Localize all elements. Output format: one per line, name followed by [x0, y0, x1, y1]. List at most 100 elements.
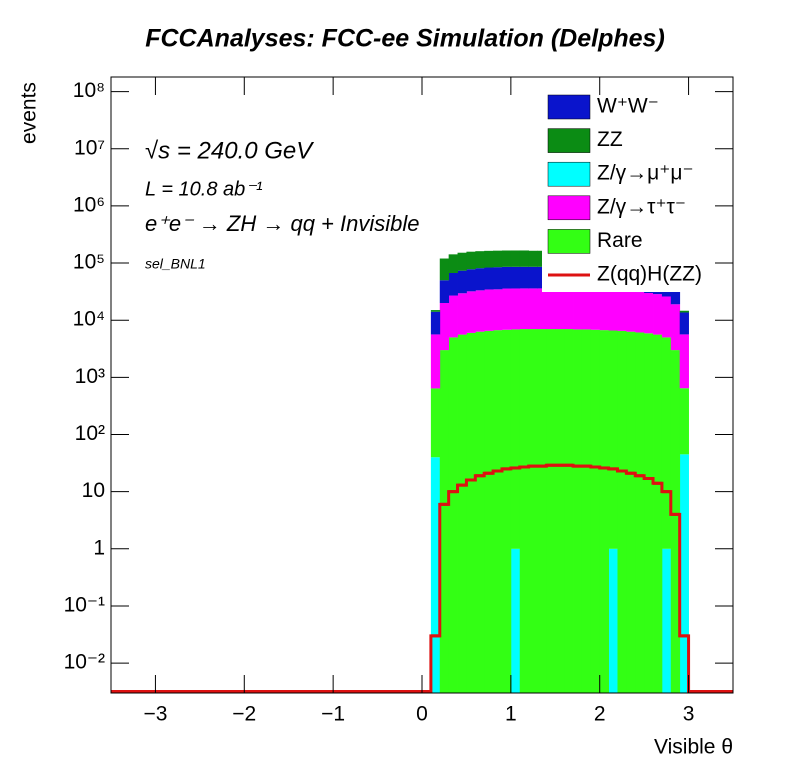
- bar: [448, 295, 458, 338]
- bar: [608, 330, 618, 549]
- legend-swatch: [547, 161, 591, 187]
- bar: [528, 288, 538, 330]
- x-tick-label: −1: [321, 703, 345, 726]
- bar: [537, 329, 547, 693]
- bar: [484, 267, 494, 290]
- bar: [448, 337, 458, 693]
- bar: [564, 288, 574, 330]
- bar: [653, 294, 663, 335]
- legend-label: Z(qq)H(ZZ): [597, 263, 702, 286]
- bar: [510, 329, 521, 549]
- bar: [475, 251, 485, 269]
- chart-title: FCCAnalyses: FCC-ee Simulation (Delphes): [145, 25, 665, 53]
- bar: [519, 250, 530, 267]
- bar: [493, 289, 503, 331]
- bar: [564, 329, 574, 693]
- legend-label: W⁺W⁻: [597, 95, 659, 118]
- bar: [439, 302, 450, 351]
- bar: [457, 270, 467, 294]
- bar: [501, 266, 512, 289]
- x-tick-label: −2: [232, 703, 256, 726]
- x-tick-label: 0: [416, 703, 428, 726]
- bar: [466, 291, 476, 333]
- bar: [617, 290, 627, 331]
- bar: [670, 304, 681, 351]
- legend-swatch: [547, 128, 591, 153]
- bar: [599, 289, 609, 331]
- y-tick-label: 10⁶: [73, 193, 105, 216]
- bar: [430, 310, 441, 312]
- bar: [661, 296, 672, 338]
- bar: [475, 331, 485, 693]
- y-tick-label: 10: [82, 479, 105, 502]
- bar: [501, 329, 512, 693]
- y-tick-label: 10⁵: [73, 251, 105, 274]
- bar: [635, 332, 645, 693]
- bar: [466, 251, 476, 270]
- annotation: √s = 240.0 GeV: [145, 137, 314, 164]
- bar: [466, 332, 476, 693]
- x-axis-label: Visible θ: [654, 736, 733, 759]
- bar: [679, 388, 689, 455]
- x-tick-label: 2: [594, 703, 606, 726]
- y-tick-label: 10⁴: [73, 308, 105, 331]
- bar: [493, 250, 503, 268]
- legend-swatch: [547, 94, 591, 120]
- bar: [679, 454, 689, 693]
- bar: [661, 337, 672, 549]
- y-tick-label: 10²: [75, 422, 105, 445]
- bar: [644, 293, 654, 334]
- y-tick-label: 10⁻¹: [64, 594, 105, 617]
- bar: [430, 457, 441, 693]
- bar: [546, 329, 556, 693]
- bar: [679, 334, 689, 389]
- bar: [626, 291, 636, 332]
- bar: [528, 329, 538, 693]
- bar: [581, 289, 592, 330]
- bar: [439, 350, 450, 693]
- bar: [484, 330, 494, 693]
- bar: [599, 330, 609, 693]
- bar: [644, 333, 654, 693]
- bar: [653, 334, 663, 693]
- bar: [510, 548, 521, 693]
- bar: [430, 388, 441, 458]
- bar: [448, 254, 458, 273]
- y-tick-label: 10³: [75, 365, 105, 388]
- bar: [484, 289, 494, 331]
- bar: [573, 288, 583, 330]
- bar: [466, 269, 476, 292]
- bar: [430, 311, 441, 335]
- bar: [537, 288, 547, 330]
- bar: [475, 268, 485, 291]
- bar: [617, 330, 627, 693]
- bar: [484, 250, 494, 268]
- bar: [528, 250, 538, 267]
- legend-background: [542, 92, 732, 292]
- bar: [457, 293, 467, 335]
- y-tick-label: 1: [93, 536, 105, 559]
- bar: [439, 258, 450, 281]
- bar: [528, 266, 538, 289]
- y-tick-label: 10⁸: [73, 79, 105, 102]
- bar: [555, 288, 565, 330]
- bar: [519, 288, 530, 330]
- x-tick-label: −3: [143, 703, 167, 726]
- bar: [679, 310, 689, 313]
- bar: [679, 312, 689, 335]
- x-tick-label: 1: [505, 703, 517, 726]
- bar: [590, 289, 601, 330]
- bar: [581, 329, 592, 693]
- legend-label: Z/γ→μ⁺μ⁻: [597, 162, 694, 185]
- legend-swatch: [547, 229, 591, 254]
- bar: [670, 350, 681, 693]
- annotation: L = 10.8 ab⁻¹: [145, 178, 263, 200]
- annotation: sel_BNL1: [145, 256, 206, 272]
- legend-label: Rare: [597, 229, 643, 252]
- bar: [501, 288, 512, 330]
- y-axis-label: events: [18, 82, 41, 144]
- bar: [635, 292, 645, 333]
- bar: [519, 266, 530, 289]
- bar: [608, 548, 618, 693]
